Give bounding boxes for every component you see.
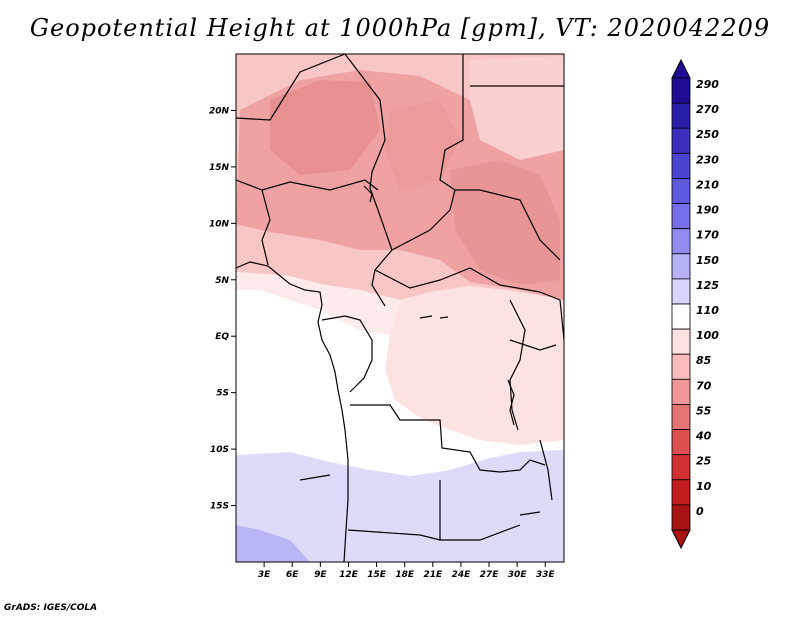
border-nw xyxy=(236,54,346,121)
colorbar-swatch xyxy=(671,253,691,280)
colorbar-swatch xyxy=(671,429,691,456)
colorbar-level-label: 0 xyxy=(696,505,704,518)
field-lavender-south xyxy=(236,450,564,562)
lon-tick-label: 18E xyxy=(395,570,415,580)
border-zambia-drc xyxy=(499,459,546,473)
lat-tick-label: 15N xyxy=(209,163,230,173)
field-light-patch-ne xyxy=(470,56,564,160)
colorbar: 2902702502302101901701501251101008570554… xyxy=(671,58,719,550)
lon-tick-label: 9E xyxy=(314,570,327,580)
lat-tick-label: 5N xyxy=(215,276,229,286)
border-chad-east xyxy=(391,54,464,251)
lon-tick-label: 24E xyxy=(452,570,472,580)
field-deep-patch-2 xyxy=(450,160,560,285)
colorbar-swatch xyxy=(671,303,691,330)
lat-tick-label: 15S xyxy=(210,502,229,512)
lon-tick-label: 6E xyxy=(286,570,299,580)
country-boundaries xyxy=(236,54,564,562)
colorbar-level-label: 55 xyxy=(696,404,712,417)
lon-tick-label: 27E xyxy=(480,570,500,580)
latitude-axis: 20N 15N 10N 5N EQ 5S 10S 15S xyxy=(209,106,236,512)
colorbar-swatch xyxy=(671,479,691,506)
colorbar-level-label: 70 xyxy=(696,379,712,392)
field-deep-patch-3 xyxy=(385,100,460,190)
border-benin-nigeria xyxy=(261,189,271,266)
border-sudan xyxy=(455,189,561,261)
atlantic-coastline xyxy=(236,261,349,562)
map-title: Geopotential Height at 1000hPa [gpm], VT… xyxy=(29,14,771,42)
longitude-axis: 3E 6E 9E 12E 15E 18E 21E 24E 27E 30E 33E xyxy=(258,562,556,580)
colorbar-swatch xyxy=(671,152,691,179)
lat-tick-label: 10N xyxy=(209,219,230,229)
colorbar-level-label: 250 xyxy=(696,128,719,141)
height-field xyxy=(236,54,564,562)
lon-tick-label: 3E xyxy=(258,570,271,580)
colorbar-level-label: 210 xyxy=(696,178,719,191)
field-light-pink-center xyxy=(385,286,564,445)
colorbar-level-label: 110 xyxy=(696,304,719,317)
lon-tick-label: 33E xyxy=(536,570,556,580)
colorbar-swatch xyxy=(671,504,691,531)
lat-tick-label: 5S xyxy=(216,389,229,399)
lat-tick-label: 20N xyxy=(209,106,230,116)
colorbar-level-label: 270 xyxy=(696,103,719,116)
colorbar-level-label: 40 xyxy=(695,430,712,443)
lat-tick-label: 10S xyxy=(210,445,229,455)
colorbar-swatch xyxy=(671,278,691,305)
border-uganda xyxy=(539,291,564,341)
lat-tick-label: EQ xyxy=(215,332,229,342)
colorbar-swatch xyxy=(671,454,691,481)
colorbar-swatch xyxy=(671,404,691,430)
colorbar-swatch xyxy=(671,102,691,129)
border-car-south xyxy=(374,267,541,293)
lon-tick-label: 15E xyxy=(367,570,387,580)
colorbar-swatch xyxy=(671,228,691,255)
lake-chad xyxy=(363,185,373,203)
lon-tick-label: 12E xyxy=(339,570,359,580)
colorbar-level-label: 230 xyxy=(696,153,719,166)
colorbar-swatch xyxy=(671,353,691,380)
colorbar-level-label: 85 xyxy=(696,354,712,367)
colorbar-level-label: 150 xyxy=(696,254,719,267)
map-frame xyxy=(235,53,565,563)
colorbar-swatch xyxy=(671,328,691,355)
colorbar-level-label: 10 xyxy=(696,480,712,493)
colorbar-level-label: 25 xyxy=(696,455,712,468)
colorbar-level-label: 100 xyxy=(696,329,719,342)
river-congo-arc xyxy=(419,315,449,319)
border-angola-drc xyxy=(350,404,501,473)
colorbar-swatch xyxy=(671,378,691,405)
colorbar-bottom-arrow xyxy=(671,529,691,550)
colorbar-level-label: 290 xyxy=(696,78,719,91)
field-violet-sw xyxy=(236,525,310,562)
colorbar-top-arrow xyxy=(671,58,691,79)
border-drc-east xyxy=(509,299,526,431)
lon-tick-label: 21E xyxy=(423,570,443,580)
colorbar-swatch xyxy=(671,127,691,154)
colorbar-level-label: 125 xyxy=(696,279,719,292)
border-niger-nigeria xyxy=(236,179,379,191)
minor-border-ticks xyxy=(299,474,541,516)
lake-victoria-shore xyxy=(509,339,557,351)
colorbar-level-label: 170 xyxy=(696,229,719,242)
footer-credit: GrADS: IGES/COLA xyxy=(4,603,98,613)
colorbar-level-label: 190 xyxy=(696,204,719,217)
colorbar-swatch xyxy=(671,178,691,204)
colorbar-swatch xyxy=(671,203,691,230)
border-gabon-congo xyxy=(321,315,373,393)
border-chad-west xyxy=(344,54,393,307)
colorbar-swatch xyxy=(671,77,691,104)
lon-tick-label: 30E xyxy=(508,570,528,580)
lake-tanganyika xyxy=(507,379,515,426)
lake-malawi xyxy=(539,439,553,501)
field-deep-patch-1 xyxy=(270,80,380,175)
